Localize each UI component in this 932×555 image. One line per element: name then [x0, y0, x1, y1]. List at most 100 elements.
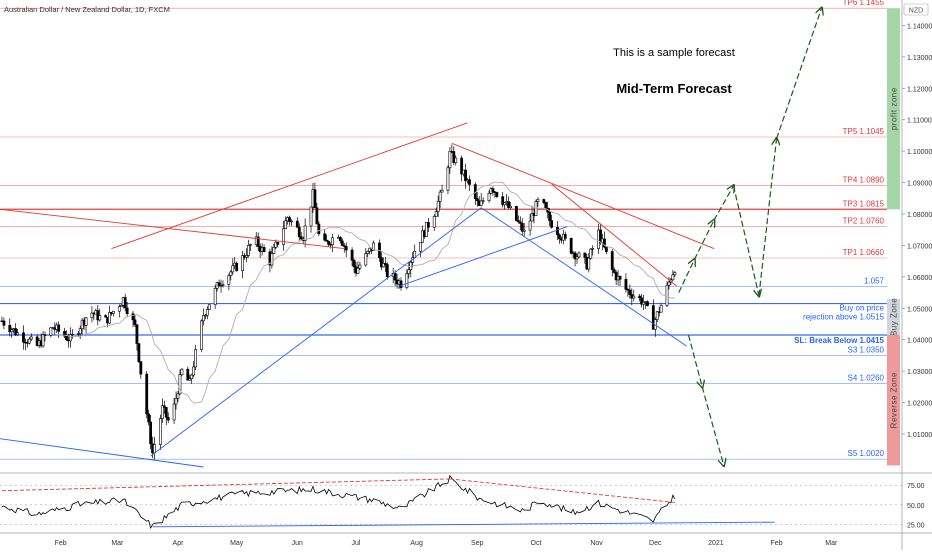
candle-body — [356, 267, 360, 274]
candle-body — [274, 241, 278, 248]
candle-body — [131, 313, 135, 321]
candle-body — [366, 251, 370, 254]
candle-body — [162, 405, 166, 408]
candle-body — [503, 202, 507, 206]
buy-zone-label: Buy Zone — [890, 298, 899, 336]
candle-body — [583, 252, 587, 258]
candle-body — [8, 324, 12, 333]
candle-body — [104, 315, 108, 318]
candle-body — [221, 284, 225, 286]
candle-body — [399, 280, 403, 288]
date-tick-label: Mar — [825, 540, 838, 547]
bullish-forecast-arrow — [678, 260, 695, 293]
level-label: S3 1.0350 — [848, 345, 885, 354]
date-tick-label: Jul — [352, 540, 361, 547]
candle-body — [200, 320, 203, 350]
candle-body — [229, 271, 233, 276]
candle-body — [135, 324, 139, 344]
candle-body — [516, 220, 520, 223]
level-label: TP3 1.0815 — [843, 199, 885, 208]
candle-body — [405, 273, 409, 288]
candle-body — [57, 324, 61, 332]
level-label: TP6 1.1455 — [843, 0, 885, 7]
candle-body — [520, 223, 524, 232]
trendline — [480, 207, 687, 347]
level-label: S4 1.0260 — [848, 374, 885, 383]
price-tick-label: 1.07000 — [907, 243, 932, 250]
level-label: TP1 1.0660 — [843, 248, 885, 257]
trendlines — [0, 122, 715, 468]
candle-body — [475, 198, 479, 202]
candle-body — [432, 216, 436, 228]
candle-body — [282, 228, 286, 245]
candle-body — [207, 304, 211, 310]
trendline — [398, 226, 568, 287]
candle-body — [133, 319, 137, 326]
price-tick-label: 1.14000 — [907, 23, 932, 30]
rsi-trendline — [449, 478, 675, 503]
candle-body — [655, 311, 659, 320]
candle-body — [491, 188, 495, 193]
trendline — [111, 122, 468, 249]
candle-body — [227, 275, 231, 285]
rsi-tick-label: 75.00 — [907, 483, 925, 490]
candle-body — [569, 238, 573, 254]
candle-body — [528, 220, 532, 231]
candle-body — [509, 206, 512, 209]
candle-body — [176, 393, 180, 399]
level-label: TP4 1.0890 — [843, 176, 885, 185]
candle-body — [202, 315, 205, 322]
date-tick-label: Sep — [471, 540, 484, 547]
candle-body — [69, 334, 72, 342]
candle-body — [331, 237, 334, 246]
candle-body — [589, 248, 593, 259]
price-tick-label: 1.03000 — [907, 369, 932, 376]
candle-body — [180, 368, 184, 375]
trendline — [150, 207, 482, 457]
candle-body — [419, 242, 422, 252]
candle-body — [248, 244, 252, 246]
level-label: 1.057 — [864, 276, 885, 285]
candle-body — [63, 331, 66, 337]
candle-body — [303, 225, 307, 241]
candle-body — [563, 233, 567, 239]
candle-body — [192, 366, 196, 376]
candle-body — [309, 206, 313, 227]
candle-body — [256, 236, 260, 247]
candle-body — [530, 213, 534, 222]
candle-body — [231, 265, 235, 273]
level-label: TP2 1.0760 — [843, 217, 885, 226]
rsi-trendline — [152, 521, 775, 528]
candle-body — [22, 332, 25, 343]
candle-body — [90, 312, 94, 319]
candle-body — [651, 305, 655, 330]
candle-body — [14, 328, 18, 336]
zone-strips: profit zone Buy Zone Reverse Zone — [887, 8, 900, 466]
candle-body — [380, 257, 383, 268]
candle-body — [352, 259, 356, 268]
candle-body — [479, 200, 483, 206]
candle-body — [10, 329, 14, 333]
candle-body — [65, 335, 68, 341]
candle-body — [284, 220, 287, 229]
candle-body — [364, 253, 368, 266]
candle-body — [245, 255, 248, 258]
candle-body — [270, 253, 274, 266]
candle-body — [188, 378, 192, 381]
trendline — [551, 183, 678, 287]
candle-body — [407, 269, 411, 274]
price-tick-label: 1.10000 — [907, 149, 932, 156]
candle-body — [29, 336, 33, 340]
candle-body — [299, 236, 303, 240]
reverse-zone-strip — [887, 335, 900, 466]
candle-body — [147, 413, 151, 423]
candle-body — [642, 302, 645, 305]
candle-body — [160, 405, 164, 419]
level-label: SL: Break Below 1.0415 — [794, 336, 884, 345]
candle-body — [385, 264, 389, 277]
candle-body — [612, 269, 616, 273]
price-axis: 1.14000 1.13000 1.12000 1.11000 1.10000 1.090… — [902, 23, 932, 439]
candle-body — [158, 418, 162, 445]
